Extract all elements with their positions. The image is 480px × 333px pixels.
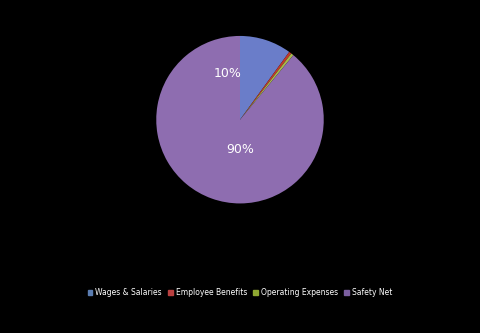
Legend: Wages & Salaries, Employee Benefits, Operating Expenses, Safety Net: Wages & Salaries, Employee Benefits, Ope… (85, 285, 395, 300)
Wedge shape (240, 52, 291, 120)
Text: 10%: 10% (214, 67, 241, 80)
Text: 90%: 90% (226, 143, 254, 156)
Wedge shape (240, 36, 289, 120)
Wedge shape (240, 54, 293, 120)
Wedge shape (156, 36, 324, 203)
